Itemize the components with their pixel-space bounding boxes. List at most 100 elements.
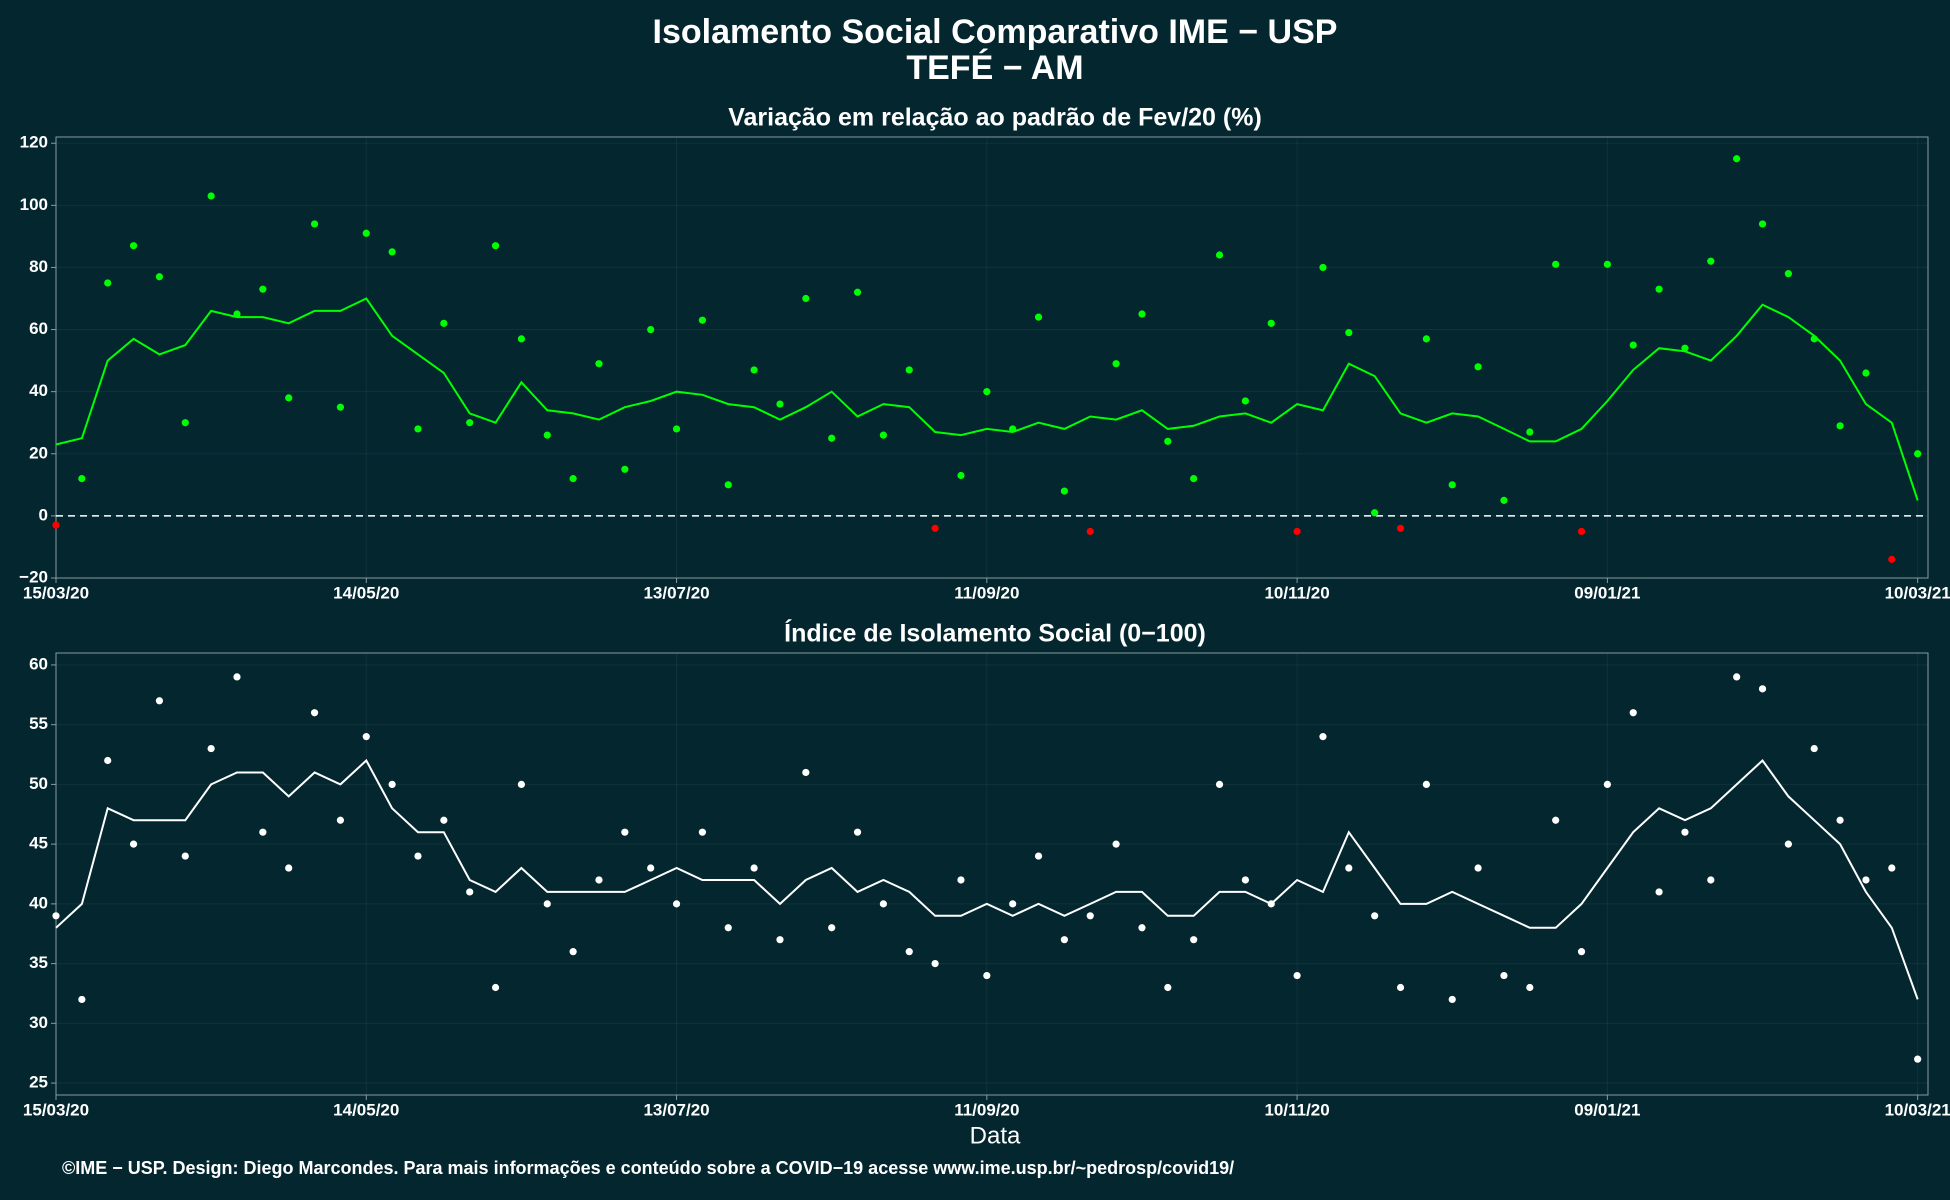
data-point — [957, 471, 965, 480]
data-point — [1190, 475, 1198, 483]
data-point — [1836, 422, 1844, 430]
data-point — [1034, 313, 1043, 321]
data-point — [1500, 971, 1508, 980]
data-point — [957, 876, 965, 884]
data-point — [672, 425, 681, 433]
y-tick-label: 50 — [29, 774, 48, 793]
y-tick-label: 0 — [39, 505, 48, 524]
data-point — [104, 756, 112, 765]
data-point — [1422, 335, 1430, 343]
data-point — [1810, 744, 1818, 753]
data-point — [52, 912, 60, 920]
data-point — [1629, 341, 1637, 349]
data-point — [931, 959, 939, 968]
data-point — [285, 394, 293, 402]
data-point — [1888, 555, 1896, 563]
data-point — [828, 434, 836, 442]
y-tick-label: 80 — [29, 257, 48, 276]
data-point — [233, 673, 241, 681]
data-point — [1552, 260, 1560, 268]
data-point — [724, 481, 732, 489]
data-point — [983, 388, 991, 396]
data-point — [905, 948, 913, 956]
data-point — [931, 524, 939, 532]
chart-title: Variação em relação ao padrão de Fev/20 … — [728, 104, 1262, 132]
x-tick-label: 10/03/21 — [1885, 583, 1950, 602]
data-point — [1060, 936, 1068, 944]
data-point — [1862, 369, 1870, 377]
data-point — [517, 335, 526, 343]
data-point — [750, 366, 758, 374]
y-tick-label: 40 — [29, 893, 48, 912]
data-point — [1241, 397, 1249, 405]
data-point — [1293, 527, 1301, 536]
data-point — [78, 475, 86, 483]
data-point — [647, 325, 655, 334]
data-point — [1215, 251, 1224, 259]
data-point — [1758, 685, 1767, 693]
data-point — [621, 465, 629, 473]
trend-line — [55, 758, 1919, 1000]
data-point — [1500, 496, 1508, 504]
plot-border — [55, 136, 1929, 579]
data-point — [1577, 527, 1586, 536]
data-point — [1914, 1055, 1922, 1063]
data-point — [1655, 285, 1663, 293]
data-point — [879, 900, 888, 908]
y-tick-label: 40 — [29, 381, 48, 400]
data-point — [1034, 852, 1043, 860]
x-tick-label: 15/03/20 — [23, 583, 89, 602]
data-point — [1371, 912, 1379, 920]
data-point — [750, 864, 758, 872]
data-point — [595, 876, 603, 884]
data-point — [879, 431, 888, 439]
data-point — [698, 828, 707, 836]
x-tick-label: 11/09/20 — [954, 1100, 1019, 1119]
y-tick-label: 100 — [20, 195, 48, 214]
data-point — [1215, 780, 1224, 789]
data-point — [543, 431, 551, 439]
data-point — [440, 816, 448, 824]
data-point — [647, 864, 655, 872]
data-point — [698, 316, 707, 324]
data-point — [285, 864, 293, 872]
data-point — [1526, 428, 1534, 436]
data-point — [466, 419, 474, 427]
plot-border — [55, 652, 1929, 1096]
y-tick-label: −20 — [19, 567, 48, 586]
data-point — [595, 360, 603, 368]
x-tick-label: 13/07/20 — [643, 1100, 709, 1119]
data-point — [1448, 995, 1456, 1004]
data-point — [621, 828, 629, 836]
y-tick-label: 20 — [29, 443, 48, 462]
x-tick-label: 09/01/21 — [1574, 583, 1640, 602]
data-point — [491, 242, 500, 250]
data-point — [1422, 780, 1430, 789]
x-tick-label: 13/07/20 — [643, 583, 709, 602]
data-point — [1164, 437, 1172, 445]
x-axis-label: Data — [970, 1122, 1021, 1149]
data-point — [828, 924, 836, 932]
data-point — [672, 900, 681, 908]
data-point — [983, 971, 991, 980]
data-point — [1319, 263, 1327, 272]
x-tick-label: 09/01/21 — [1574, 1100, 1640, 1119]
data-point — [1112, 840, 1120, 848]
y-tick-label: 45 — [29, 834, 48, 853]
data-point — [181, 419, 189, 427]
data-point — [440, 319, 448, 327]
data-point — [362, 733, 370, 741]
data-point — [78, 995, 86, 1004]
data-point — [155, 697, 164, 705]
y-tick-label: 55 — [29, 714, 48, 733]
data-point — [1603, 260, 1611, 268]
data-point — [543, 900, 551, 908]
data-point — [776, 936, 784, 944]
data-point — [388, 248, 396, 256]
data-point — [207, 192, 215, 200]
data-point — [1733, 673, 1741, 681]
data-point — [310, 220, 319, 228]
data-point — [1474, 363, 1482, 371]
y-tick-label: 60 — [29, 319, 48, 338]
data-point — [466, 888, 474, 896]
